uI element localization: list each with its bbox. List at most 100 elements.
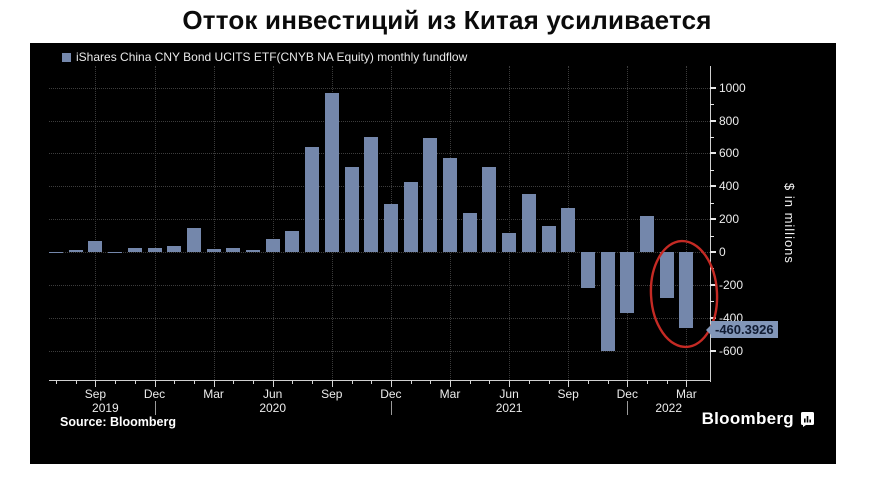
x-axis-minor-tick (351, 380, 353, 384)
callout-arrow-icon (706, 325, 711, 335)
legend-swatch-icon (62, 52, 71, 62)
red-circle-annotation (649, 239, 719, 349)
y-axis-tick-label: -200 (719, 277, 744, 292)
x-axis-major-tick (568, 380, 570, 387)
vertical-gridline (154, 66, 156, 380)
horizontal-gridline (49, 284, 710, 286)
fundflow-bar (88, 240, 103, 252)
y-axis-major-tick (710, 316, 716, 319)
y-axis-tick-label: 800 (719, 113, 740, 128)
y-axis-major-tick (710, 251, 716, 253)
vertical-gridline (95, 66, 97, 380)
horizontal-gridline (49, 350, 710, 352)
y-axis-tick-label: -400 (719, 310, 744, 325)
fundflow-bar (364, 137, 379, 252)
bloomberg-wordmark: Bloomberg (701, 409, 794, 428)
y-axis-minor-tick (710, 202, 714, 204)
x-axis-year-label: 2022 (655, 401, 683, 415)
fundflow-bar (403, 182, 418, 252)
horizontal-gridline (49, 317, 710, 319)
callout-value: -460.3926 (715, 322, 774, 337)
x-axis-month-label: Mar (676, 387, 697, 401)
fundflow-bar (443, 157, 457, 252)
x-axis-minor-tick (75, 380, 77, 384)
y-axis-line (710, 66, 711, 382)
fundflow-bar (167, 246, 182, 252)
fundflow-bar (186, 228, 201, 252)
x-axis-month-label: Dec (616, 387, 638, 401)
fundflow-bar (482, 166, 497, 252)
horizontal-gridline (49, 219, 710, 221)
year-divider-line (154, 401, 156, 415)
y-axis-minor-tick (710, 235, 714, 237)
x-axis-minor-tick (469, 380, 471, 384)
fundflow-bar (147, 248, 162, 252)
fundflow-bar (620, 252, 635, 313)
x-axis-minor-tick (193, 380, 195, 384)
y-axis-tick-label: 200 (719, 212, 740, 227)
x-axis-month-label: Mar (439, 387, 461, 401)
fundflow-bar (127, 248, 142, 252)
x-axis-major-tick (509, 380, 511, 387)
fundflow-bar (265, 238, 280, 252)
fundflow-bar (580, 252, 595, 289)
x-axis-minor-tick (430, 380, 432, 384)
x-axis-month-label: Mar (203, 387, 224, 401)
fundflow-bar (108, 252, 123, 253)
legend-label: iShares China CNY Bond UCITS ETF(CNYB NA… (76, 50, 468, 64)
y-axis-minor-tick (710, 169, 714, 171)
x-axis-major-tick (272, 380, 274, 387)
x-axis-minor-tick (666, 380, 668, 384)
fundflow-bar (49, 252, 63, 253)
x-axis-month-label: Jun (263, 387, 283, 401)
last-value-callout: -460.3926 (706, 321, 778, 338)
y-axis-major-tick (710, 349, 716, 352)
fundflow-bar (285, 231, 300, 252)
x-axis-major-tick (686, 380, 688, 387)
x-axis-minor-tick (134, 380, 136, 384)
x-axis-month-label: Sep (557, 387, 579, 401)
x-axis-month-label: Jun (499, 387, 519, 401)
y-axis-minor-tick (710, 301, 714, 303)
vertical-gridline (509, 66, 511, 380)
plot-area: 1000 800 600 400 200 0 -200 -400 -600 Sep Dec Mar Ju… (30, 43, 836, 464)
x-axis-major-tick (450, 380, 451, 387)
y-axis-tick-label: -600 (719, 343, 744, 358)
fundflow-bar (541, 225, 556, 252)
x-axis-minor-tick (647, 380, 648, 384)
fundflow-bar (226, 247, 241, 252)
y-axis-title: $ in millions (782, 183, 797, 264)
page-title: Отток инвестиций из Китая усиливается (182, 5, 712, 35)
x-axis-month-label: Sep (321, 387, 343, 401)
x-axis-minor-tick (312, 380, 314, 384)
x-axis-major-tick (154, 380, 156, 387)
fundflow-bar (600, 252, 615, 351)
x-axis-minor-tick (410, 380, 412, 384)
bloomberg-terminal-icon (801, 411, 814, 427)
x-axis-major-tick (390, 380, 392, 387)
fundflow-bar (679, 252, 694, 328)
x-axis-minor-tick (548, 380, 550, 384)
fundflow-bar (344, 166, 359, 252)
y-axis-tick-label: 400 (719, 179, 740, 194)
fundflow-bar (521, 193, 536, 252)
fundflow-bar (324, 92, 339, 252)
year-divider-line (390, 401, 392, 415)
y-axis-major-tick (710, 119, 716, 122)
x-axis-minor-tick (528, 380, 530, 384)
fundflow-bar (502, 233, 517, 252)
y-axis-minor-tick (710, 104, 714, 106)
source-note: Source: Bloomberg (60, 415, 176, 429)
horizontal-gridline (49, 87, 710, 89)
y-axis-major-tick (710, 185, 716, 188)
x-axis-year-label: 2020 (259, 401, 287, 415)
vertical-gridline (686, 66, 688, 380)
x-axis-minor-tick (292, 380, 294, 384)
y-axis-tick-label: 0 (719, 245, 726, 259)
chart-panel: iShares China CNY Bond UCITS ETF(CNYB NA… (30, 43, 836, 464)
fundflow-bar (659, 252, 674, 298)
x-axis-year-label: 2021 (495, 401, 523, 415)
x-axis-minor-tick (174, 380, 176, 384)
fundflow-bar (383, 204, 398, 252)
